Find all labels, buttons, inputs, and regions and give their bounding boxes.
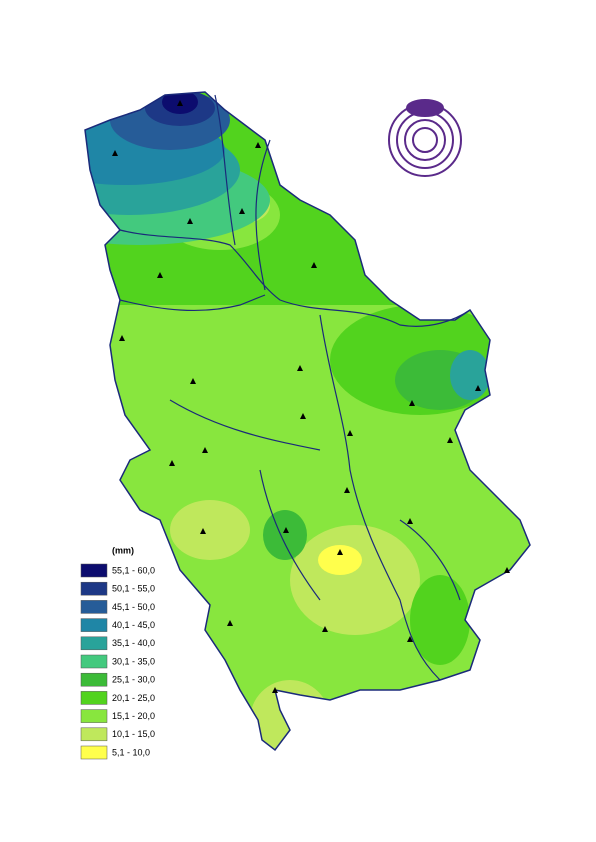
legend-swatch	[80, 600, 108, 614]
legend-label: 15,1 - 20,0	[112, 711, 155, 721]
legend-swatch	[80, 691, 108, 705]
legend-label: 50,1 - 55,0	[112, 584, 155, 594]
legend-swatch	[80, 709, 108, 723]
logo	[388, 99, 462, 177]
legend-swatch	[80, 745, 108, 760]
legend: (mm) 55,1 - 60,0 50,1 - 55,0 45,1 - 50,0 40…	[80, 545, 155, 760]
legend-swatch	[80, 672, 108, 687]
legend-label: 25,1 - 30,0	[112, 675, 155, 685]
legend-swatch	[80, 581, 108, 596]
legend-swatch	[80, 727, 108, 742]
legend-swatch	[80, 654, 108, 669]
legend-swatch	[80, 563, 108, 578]
rivers	[119, 94, 471, 681]
legend-label: 55,1 - 60,0	[112, 565, 155, 575]
legend-label: 20,1 - 25,0	[112, 693, 155, 703]
legend-label: 40,1 - 45,0	[112, 620, 155, 630]
legend-swatch	[80, 618, 108, 632]
legend-unit: (mm)	[112, 545, 134, 555]
border	[84, 91, 531, 752]
stations	[112, 100, 510, 693]
legend-label: 30,1 - 35,0	[112, 656, 155, 666]
legend-label: 10,1 - 15,0	[112, 729, 155, 739]
legend-label: 35,1 - 40,0	[112, 638, 155, 648]
legend-swatch	[80, 636, 108, 651]
legend-label: 45,1 - 50,0	[112, 602, 155, 612]
legend-label: 5,1 - 10,0	[112, 747, 150, 757]
